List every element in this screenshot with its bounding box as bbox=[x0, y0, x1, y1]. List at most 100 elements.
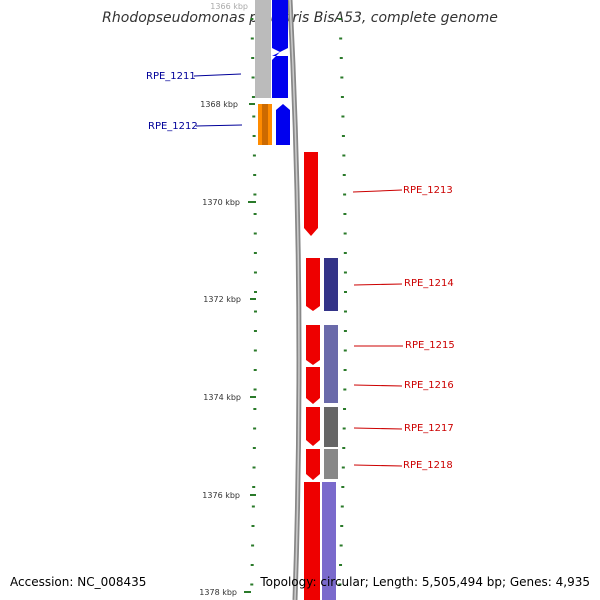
tick-dot bbox=[253, 291, 257, 293]
gene-block bbox=[322, 482, 336, 600]
ruler-label: 1366 kbp bbox=[210, 2, 248, 11]
gene-label: RPE_1217 bbox=[404, 423, 454, 434]
ruler-label: 1376 kbp bbox=[202, 491, 240, 500]
tick-dot bbox=[343, 310, 347, 313]
tick-dot bbox=[342, 174, 346, 176]
tick-dot bbox=[343, 291, 347, 293]
ruler-ticks bbox=[244, 103, 256, 593]
tick-dot bbox=[251, 544, 255, 547]
tick-dot bbox=[339, 564, 343, 566]
tick-dot bbox=[253, 193, 257, 196]
gene-track-plus bbox=[304, 152, 338, 600]
tick-dot bbox=[253, 369, 257, 371]
tick-dot bbox=[251, 76, 255, 79]
gene-block bbox=[324, 258, 338, 311]
tick-dot bbox=[338, 18, 342, 20]
tick-dot bbox=[340, 76, 344, 79]
tick-dot bbox=[339, 37, 343, 40]
gene-arrow bbox=[306, 367, 320, 404]
tick-dot bbox=[251, 505, 255, 508]
gene-label: RPE_1218 bbox=[403, 460, 453, 471]
gene-arrow bbox=[272, 0, 288, 52]
map-title: Rhodopseudomonas palustris BisA53, compl… bbox=[102, 10, 498, 26]
tick-dot bbox=[252, 154, 256, 157]
tick-dot bbox=[339, 57, 343, 59]
tick-dot bbox=[250, 37, 254, 40]
tick-dot bbox=[250, 583, 254, 586]
tick-dot bbox=[253, 330, 257, 332]
tick-dot bbox=[252, 115, 256, 118]
gene-block bbox=[255, 0, 271, 98]
gene-block bbox=[324, 449, 338, 479]
tick-dot bbox=[252, 466, 256, 469]
tick-dot bbox=[253, 310, 257, 313]
gene-label: RPE_1215 bbox=[405, 340, 455, 351]
tick-dot bbox=[343, 408, 347, 410]
gene-track-minus bbox=[255, 0, 290, 145]
gene-label: RPE_1213 bbox=[403, 185, 453, 196]
gene-arrow bbox=[306, 449, 320, 480]
tick-dot bbox=[252, 447, 256, 449]
topology-text: Topology: circular; Length: 5,505,494 bp… bbox=[260, 575, 590, 589]
tick-dot bbox=[343, 388, 347, 391]
gene-block bbox=[304, 482, 320, 600]
gene-arrow bbox=[306, 325, 320, 365]
tick-dot bbox=[338, 583, 342, 586]
tick-dot bbox=[343, 369, 347, 371]
gene-block bbox=[324, 325, 338, 403]
tick-dot bbox=[253, 349, 257, 352]
ruler-label: 1372 kbp bbox=[203, 295, 241, 304]
gene-arrow bbox=[272, 52, 288, 98]
tick-dot bbox=[251, 57, 255, 59]
gene-arrow bbox=[306, 258, 320, 311]
tick-dot bbox=[342, 447, 346, 449]
accession-text: Accession: NC_008435 bbox=[10, 575, 147, 589]
gene-labels: RPE_1211 RPE_1212 RPE_1213 RPE_1214 RPE_… bbox=[146, 71, 455, 471]
gene-label: RPE_1214 bbox=[404, 278, 454, 289]
tick-dot bbox=[343, 252, 347, 254]
tick-dot bbox=[341, 135, 345, 137]
tick-dot bbox=[253, 271, 257, 274]
tick-dot bbox=[252, 135, 256, 137]
gene-label: RPE_1212 bbox=[148, 121, 198, 132]
gene-label: RPE_1211 bbox=[146, 71, 196, 82]
tick-dot bbox=[342, 154, 346, 157]
tick-dot bbox=[343, 232, 347, 235]
ruler-labels: 1366 kbp 1368 kbp 1370 kbp 1372 kbp 1374… bbox=[199, 2, 248, 597]
tick-dot bbox=[250, 18, 254, 20]
right-tick-column bbox=[338, 18, 347, 586]
ruler-label: 1378 kbp bbox=[199, 588, 237, 597]
gene-label: RPE_1216 bbox=[404, 380, 454, 391]
gene-block bbox=[324, 407, 338, 447]
tick-dot bbox=[253, 232, 257, 235]
tick-dot bbox=[253, 427, 257, 430]
tick-dot bbox=[250, 564, 254, 566]
tick-dot bbox=[343, 193, 347, 196]
tick-dot bbox=[341, 466, 345, 469]
tick-dot bbox=[339, 544, 343, 547]
tick-dot bbox=[253, 213, 257, 215]
ruler-label: 1374 kbp bbox=[203, 393, 241, 402]
tick-dot bbox=[343, 349, 347, 352]
tick-dot bbox=[251, 525, 255, 527]
tick-dot bbox=[342, 427, 346, 430]
gene-arrow bbox=[304, 152, 318, 236]
tick-dot bbox=[340, 505, 344, 508]
ruler-label: 1368 kbp bbox=[200, 100, 238, 109]
tick-dot bbox=[341, 115, 345, 118]
tick-dot bbox=[343, 330, 347, 332]
tick-dot bbox=[343, 213, 347, 215]
tick-dot bbox=[252, 486, 256, 488]
tick-dot bbox=[340, 525, 344, 527]
tick-dot bbox=[251, 96, 255, 98]
tick-dot bbox=[341, 486, 345, 488]
tick-dot bbox=[253, 174, 257, 176]
ruler-label: 1370 kbp bbox=[202, 198, 240, 207]
left-tick-column bbox=[250, 18, 257, 586]
tick-dot bbox=[253, 388, 257, 391]
tick-dot bbox=[253, 408, 257, 410]
tick-dot bbox=[253, 252, 257, 254]
gene-arrow bbox=[276, 104, 290, 145]
tick-dot bbox=[343, 271, 347, 274]
